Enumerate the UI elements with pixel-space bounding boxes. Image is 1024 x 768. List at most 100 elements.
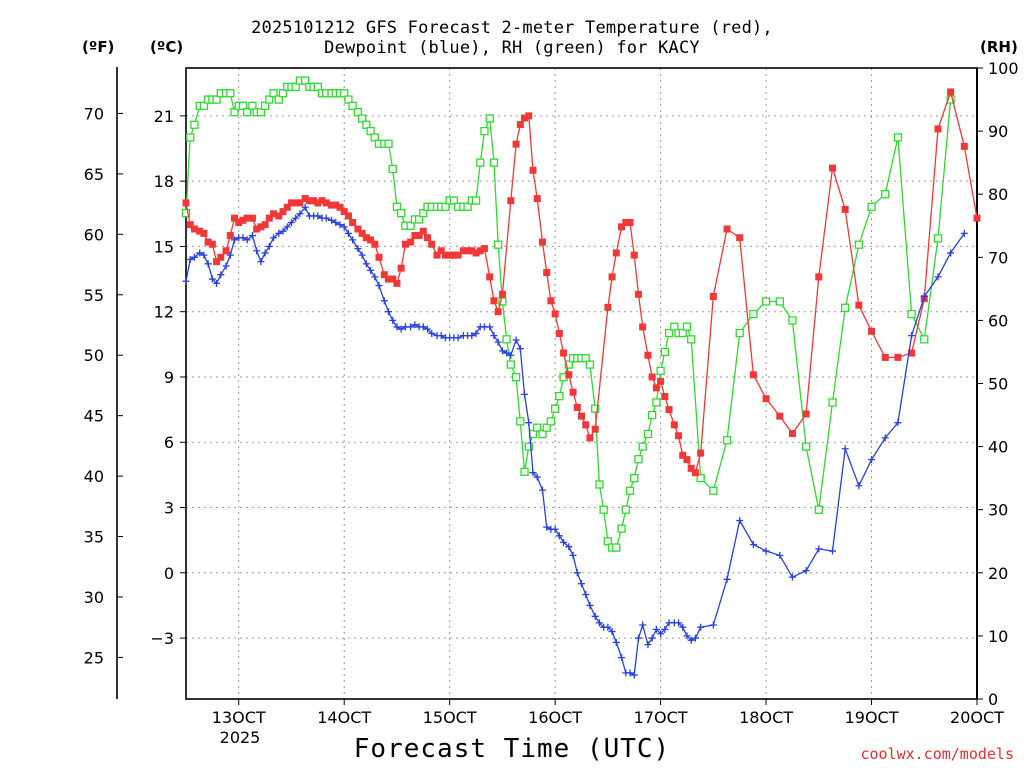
temperature-point [622, 218, 630, 226]
x-tick-label: 20OCT [950, 708, 1004, 727]
grid-lines [186, 68, 977, 699]
rh-point [881, 190, 890, 199]
dewpoint-point [648, 634, 656, 642]
temperature-point [687, 464, 695, 472]
temperature-point [591, 425, 599, 433]
dewpoint-point [424, 325, 432, 333]
rh-point [256, 108, 266, 117]
dewpoint-point [397, 325, 405, 333]
rh-point [449, 196, 459, 205]
temperature-point [476, 247, 484, 255]
rh-point [340, 89, 349, 98]
rh-point [550, 404, 560, 413]
celsius-axis-label: (ºC) [150, 38, 184, 56]
rh-point [384, 139, 393, 148]
temperature-point [560, 349, 568, 357]
rh-point [370, 133, 379, 142]
dewpoint-point [322, 214, 330, 222]
rh-point [907, 309, 916, 319]
temperature-point [608, 273, 616, 281]
temperature-point [512, 140, 520, 148]
rh-point [357, 114, 367, 123]
series-relative-humidity [181, 76, 955, 552]
rh-point [348, 101, 357, 111]
temperature-point [578, 412, 585, 420]
dewpoint-point [608, 628, 616, 636]
dewpoint-point [340, 223, 348, 231]
rh-point [603, 537, 613, 546]
dewpoint-point [314, 212, 322, 220]
dewpoint-point [222, 262, 230, 270]
rh-point [419, 208, 428, 218]
dewpoint-point [776, 551, 784, 559]
dewpoint-point [349, 236, 357, 244]
dewpoint-point [371, 273, 379, 281]
rh-point [643, 429, 653, 439]
dewpoint-point [231, 236, 239, 244]
dewpoint-point [328, 216, 336, 224]
rh-point [722, 436, 732, 445]
rh-point [638, 442, 647, 451]
temperature-point [459, 247, 467, 255]
temperature-point [270, 210, 278, 218]
fahrenheit-tick-label: 70 [84, 104, 104, 123]
x-tick-label: 15OCT [423, 708, 477, 727]
temperature-point [190, 225, 198, 233]
temperature-point [788, 430, 796, 438]
temperature-point [612, 249, 620, 257]
temperature-point [226, 232, 234, 240]
rh-point [682, 322, 692, 331]
fahrenheit-tick-label: 35 [84, 528, 104, 547]
rh-point [230, 108, 239, 117]
temperature-point [525, 112, 533, 120]
temperature-point [314, 199, 322, 207]
rh-point [366, 126, 375, 136]
dewpoint-point [691, 634, 699, 642]
rh-point [656, 366, 665, 376]
temperature-point [380, 271, 388, 279]
temperature-point [551, 310, 559, 318]
dewpoint-point [217, 271, 225, 279]
rh-point [485, 114, 494, 123]
dewpoint-point [257, 258, 265, 266]
dewpoint-point [675, 619, 683, 627]
temperature-point [586, 434, 594, 442]
temperature-point [310, 197, 318, 205]
series-dewpoint [182, 203, 968, 679]
rh-point [506, 360, 515, 369]
data-series [181, 76, 981, 679]
dewpoint-point [687, 636, 695, 644]
celsius-tick-label: 3 [164, 499, 174, 518]
rh-point [920, 335, 929, 344]
rh-point [243, 108, 252, 117]
rh-point [502, 335, 511, 344]
temperature-point [437, 247, 445, 255]
rh-point [498, 297, 507, 306]
temperature-point [529, 166, 537, 174]
dewpoint-point [200, 251, 208, 259]
temperature-point [213, 258, 221, 266]
rh-tick-label: 100 [988, 59, 1019, 78]
dewpoint-point [604, 623, 612, 631]
dewpoint-point [486, 323, 494, 331]
temperature-point [675, 432, 683, 440]
dewpoint-point [868, 456, 876, 464]
temperature-point [428, 240, 436, 248]
rh-tick-label: 60 [988, 311, 1008, 330]
rh-tick-label: 50 [988, 375, 1008, 394]
rh-point [480, 126, 489, 136]
dewpoint-point [182, 277, 190, 285]
dewpoint-point [586, 601, 594, 609]
temperature-point [318, 197, 326, 205]
dewpoint-point [190, 253, 198, 261]
temperature-point [340, 208, 348, 216]
rh-point [301, 76, 310, 85]
rh-point [546, 417, 556, 426]
rh-point [664, 328, 674, 338]
temperature-point [257, 223, 265, 231]
rh-point [599, 505, 608, 514]
rh-point [595, 480, 604, 489]
dewpoint-point [279, 227, 287, 235]
rh-point [392, 202, 402, 211]
rh-point [265, 95, 274, 104]
